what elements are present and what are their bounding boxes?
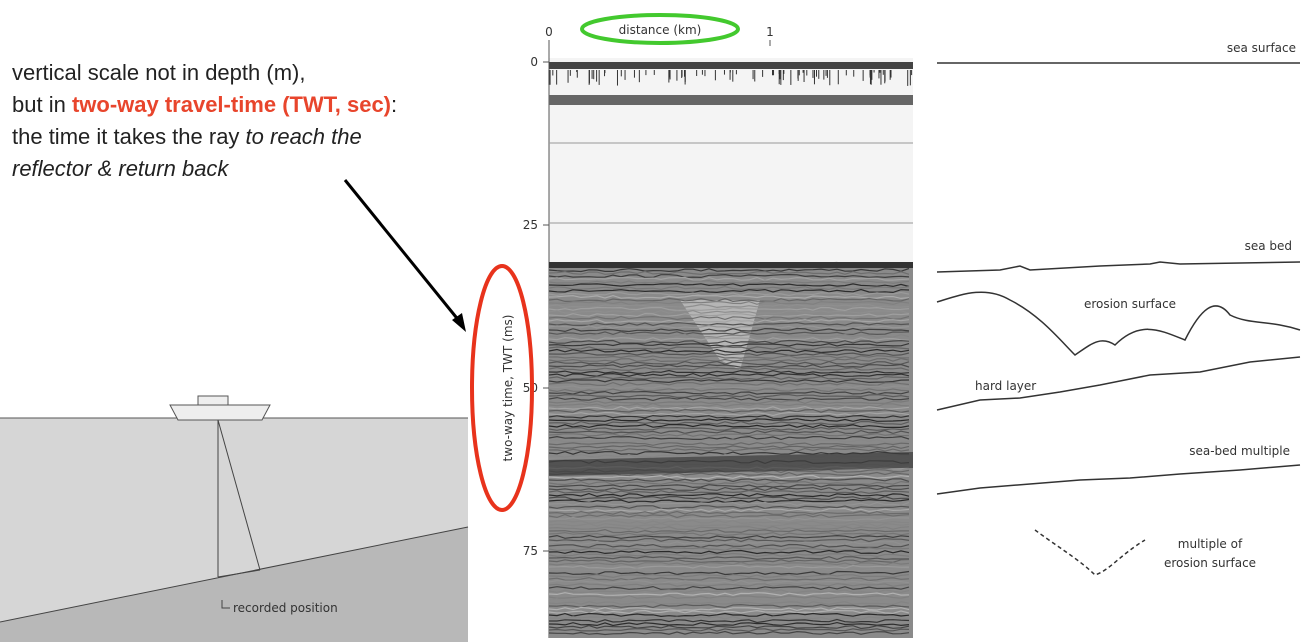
text: but in [12, 92, 72, 117]
label: multiple of [1178, 537, 1243, 551]
seismic-band [549, 262, 913, 268]
y-axis-title: two-way time, TWT (ms) [501, 315, 515, 462]
annotation: vertical scale not in depth (m), but in … [12, 60, 466, 332]
multiple-erosion-line [1035, 530, 1145, 575]
x-axis-title: distance (km) [619, 23, 702, 37]
seismic-panel: distance (km) two-way time, TWT (ms) 0 25… [501, 23, 913, 638]
x-tick-label: 1 [766, 25, 774, 39]
annotation-line: but in two-way travel-time (TWT, sec): [12, 92, 397, 117]
ship-cabin [198, 396, 228, 405]
annotation-line: vertical scale not in depth (m), [12, 60, 305, 85]
label: erosion surface [1084, 297, 1176, 311]
label: hard layer [975, 379, 1036, 393]
x-tick-label: 0 [545, 25, 553, 39]
arrow [345, 180, 460, 322]
y-tick-label: 0 [530, 55, 538, 69]
label: erosion surface [1164, 556, 1256, 570]
italic-text: to reach the [246, 124, 362, 149]
label: sea bed [1245, 239, 1292, 253]
ship-diagram: recorded position [0, 396, 468, 642]
sea-bed-multiple-line [937, 465, 1300, 494]
label: recorded position [233, 601, 338, 615]
label: sea surface [1227, 41, 1296, 55]
seismic-band [549, 95, 913, 105]
highlight: two-way travel-time (TWT, sec) [72, 92, 391, 117]
annotation-line: the time it takes the ray to reach the [12, 124, 362, 149]
figure: vertical scale not in depth (m), but in … [0, 0, 1306, 642]
label: sea-bed multiple [1189, 444, 1290, 458]
interpretation: sea surface sea bed erosion surface hard… [937, 41, 1300, 575]
annotation-line: reflector & return back [12, 156, 229, 181]
seismic-band [549, 62, 913, 69]
sea-bed-line [937, 262, 1300, 272]
text: : [391, 92, 397, 117]
ship [170, 405, 270, 420]
text: the time it takes the ray [12, 124, 246, 149]
y-tick-label: 25 [523, 218, 538, 232]
y-tick-label: 75 [523, 544, 538, 558]
